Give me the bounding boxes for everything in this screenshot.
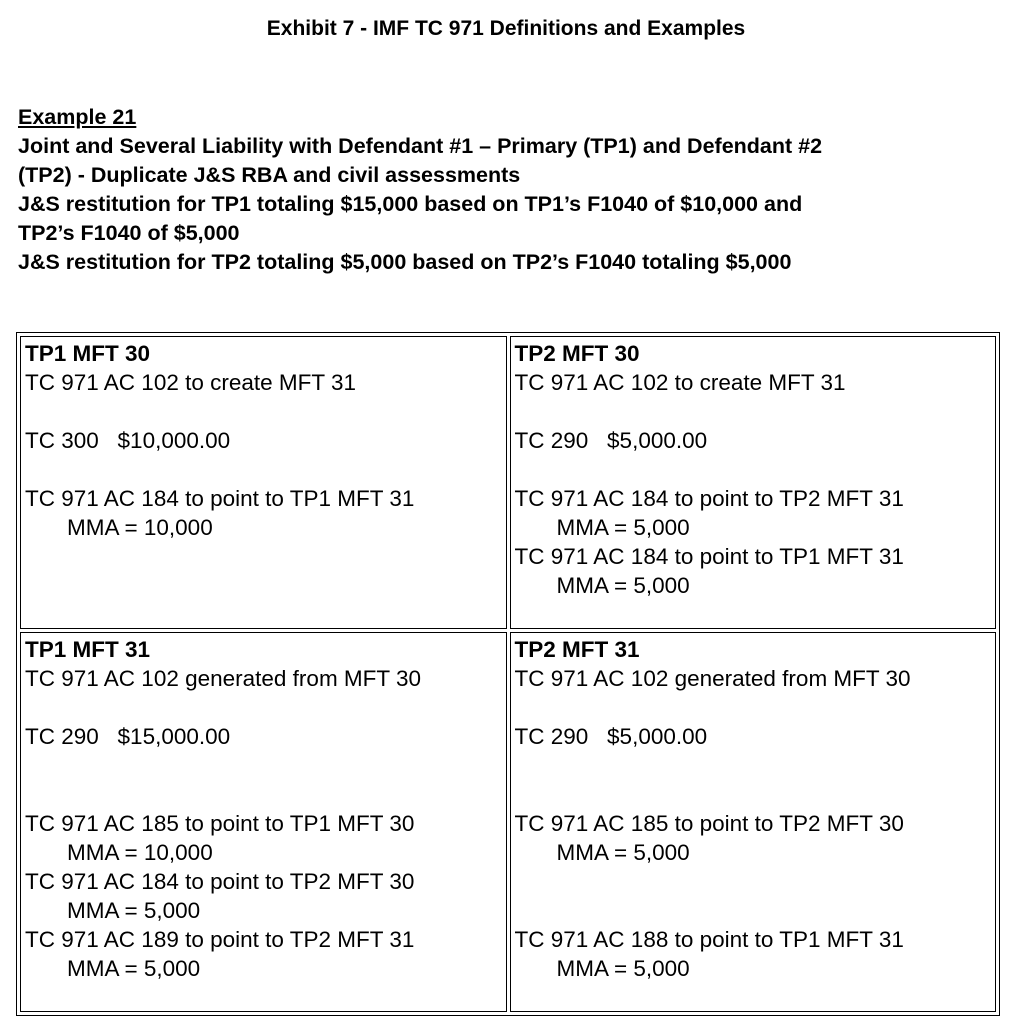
- cell-line: TC 971 AC 185 to point to TP1 MFT 30: [25, 811, 415, 836]
- cell-line: TC 300 $10,000.00: [25, 428, 231, 453]
- cell-line: TC 971 AC 102 generated from MFT 30: [514, 666, 911, 691]
- cell-line: [25, 751, 502, 780]
- cell-line: TC 971 AC 102 to create MFT 31: [25, 370, 356, 395]
- cell-line: MMA = 10,000: [67, 840, 213, 865]
- cell-line: [25, 455, 502, 484]
- cell-line: TC 971 AC 189 to point to TP2 MFT 31: [25, 927, 415, 952]
- cell-line: TC 971 AC 184 to point to TP1 MFT 31: [514, 544, 904, 569]
- cell-line: [25, 397, 502, 426]
- cell-line: [515, 780, 992, 809]
- intro-line: (TP2) - Duplicate J&S RBA and civil asse…: [18, 163, 521, 187]
- cell-line: TC 971 AC 184 to point to TP2 MFT 30: [25, 869, 415, 894]
- cell-line: [515, 693, 992, 722]
- cell-tp1-mft30: TP1 MFT 30 TC 971 AC 102 to create MFT 31…: [20, 336, 507, 629]
- cell-line: [515, 397, 992, 426]
- cell-line: MMA = 5,000: [67, 898, 201, 923]
- cell-line: TC 971 AC 188 to point to TP1 MFT 31: [514, 927, 904, 952]
- cell-line: TC 971 AC 102 generated from MFT 30: [25, 666, 422, 691]
- cell-line: MMA = 5,000: [67, 956, 201, 981]
- example-heading: Example 21: [18, 105, 137, 129]
- example-intro: Example 21 Joint and Several Liability w…: [18, 103, 998, 277]
- cell-line: TC 290 $5,000.00: [514, 724, 708, 749]
- table-row: TP1 MFT 31 TC 971 AC 102 generated from M…: [20, 632, 996, 1012]
- cell-line: TC 290 $15,000.00: [25, 724, 231, 749]
- cell-line: MMA = 10,000: [67, 515, 213, 540]
- cell-line: [25, 780, 502, 809]
- cell-heading: TP2 MFT 31: [514, 637, 640, 662]
- cell-line: TC 971 AC 102 to create MFT 31: [514, 370, 846, 395]
- cell-line: [515, 896, 992, 925]
- cell-line: [515, 455, 992, 484]
- page-title: Exhibit 7 - IMF TC 971 Definitions and E…: [266, 17, 746, 40]
- mft-table: TP1 MFT 30 TC 971 AC 102 to create MFT 31…: [16, 332, 1000, 1016]
- cell-heading: TP1 MFT 30: [25, 341, 151, 366]
- intro-line: J&S restitution for TP2 totaling $5,000 …: [18, 250, 792, 274]
- cell-line: TC 971 AC 184 to point to TP1 MFT 31: [25, 486, 415, 511]
- cell-line: [515, 751, 992, 780]
- cell-line: MMA = 5,000: [556, 840, 690, 865]
- cell-line: MMA = 5,000: [556, 515, 690, 540]
- intro-line: TP2’s F1040 of $5,000: [18, 221, 240, 245]
- cell-line: TC 971 AC 185 to point to TP2 MFT 30: [514, 811, 904, 836]
- cell-tp1-mft31: TP1 MFT 31 TC 971 AC 102 generated from M…: [20, 632, 507, 1012]
- cell-line: [25, 693, 502, 722]
- intro-line: J&S restitution for TP1 totaling $15,000…: [18, 192, 803, 216]
- cell-tp2-mft31: TP2 MFT 31 TC 971 AC 102 generated from M…: [509, 632, 996, 1012]
- table-row: TP1 MFT 30 TC 971 AC 102 to create MFT 31…: [20, 336, 996, 629]
- cell-line: MMA = 5,000: [556, 956, 690, 981]
- cell-heading: TP1 MFT 31: [25, 637, 151, 662]
- cell-line: TC 971 AC 184 to point to TP2 MFT 31: [514, 486, 904, 511]
- cell-line: MMA = 5,000: [556, 573, 690, 598]
- cell-line: [515, 867, 992, 896]
- cell-heading: TP2 MFT 30: [514, 341, 640, 366]
- intro-line: Joint and Several Liability with Defenda…: [18, 134, 823, 158]
- cell-tp2-mft30: TP2 MFT 30 TC 971 AC 102 to create MFT 31…: [509, 336, 996, 629]
- cell-line: TC 290 $5,000.00: [514, 428, 708, 453]
